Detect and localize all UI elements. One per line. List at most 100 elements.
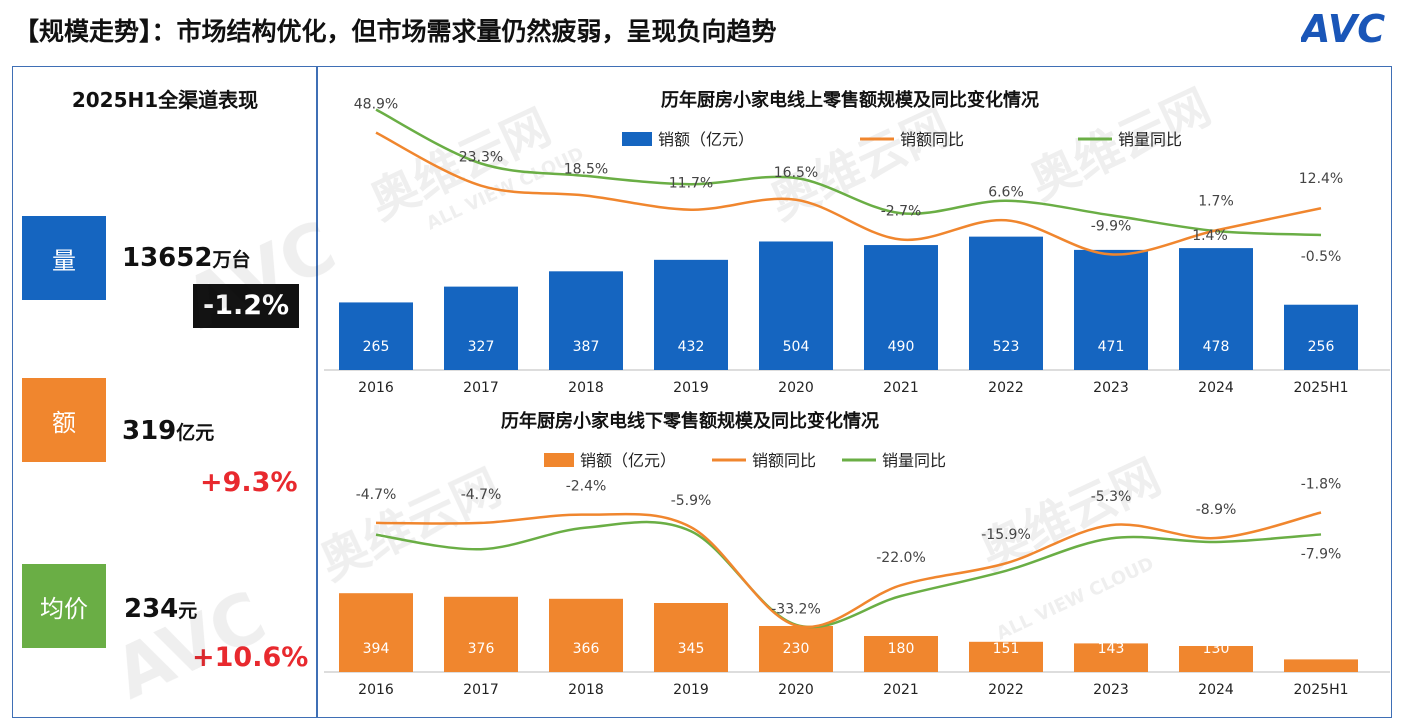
bar [549, 598, 623, 672]
x-tick-label: 2024 [1198, 682, 1234, 698]
bar-value-label: 490 [888, 339, 915, 355]
kpi-price-value: 234元 [124, 594, 197, 624]
x-tick-label: 2016 [358, 682, 394, 698]
bar [864, 245, 938, 370]
content-frame [12, 66, 1392, 718]
logo-text: AVC [1301, 7, 1385, 50]
bar-value-label: 394 [363, 641, 390, 657]
sales-yoy-label: -4.7% [356, 487, 397, 503]
sales-yoy-label: 16.5% [774, 165, 818, 181]
bar [1074, 643, 1148, 672]
bar [969, 641, 1043, 672]
bar-value-label: 63 [1312, 641, 1330, 657]
sales-yoy-label: -9.9% [1091, 218, 1132, 234]
avc-logo: AVC [1301, 7, 1385, 50]
bar [759, 241, 833, 370]
x-tick-label: 2022 [988, 380, 1024, 396]
kpi-price-unit: 元 [178, 600, 198, 622]
x-tick-label: 2017 [463, 682, 499, 698]
x-tick-label: 2020 [778, 682, 814, 698]
sales-yoy-label: 23.3% [459, 150, 503, 166]
bar-value-label: 130 [1203, 641, 1230, 657]
chart-title: 历年厨房小家电线下零售额规模及同比变化情况 [501, 410, 879, 432]
bar-value-label: 376 [468, 641, 495, 657]
bar [339, 302, 413, 370]
sales-yoy-label: 1.7% [1198, 193, 1234, 209]
legend-label-volume-yoy: 销量同比 [882, 451, 946, 470]
bar-value-label: 230 [783, 641, 810, 657]
bar-value-label: 366 [573, 641, 600, 657]
kpi-amount-box: 额 [22, 378, 106, 462]
bar [339, 593, 413, 672]
volume-yoy-label: -0.5% [1301, 249, 1342, 265]
sales-yoy-label: 12.4% [1299, 171, 1343, 187]
bar [444, 596, 518, 672]
x-tick-label: 2025H1 [1293, 380, 1348, 396]
x-tick-label: 2025H1 [1293, 682, 1348, 698]
bar-value-label: 478 [1203, 339, 1230, 355]
bar [654, 603, 728, 672]
sales-yoy-label: 6.6% [988, 184, 1024, 200]
bar [444, 286, 518, 370]
x-tick-label: 2021 [883, 682, 919, 698]
x-tick-label: 2018 [568, 380, 604, 396]
chart-title: 历年厨房小家电线上零售额规模及同比变化情况 [661, 89, 1039, 111]
bar-value-label: 256 [1308, 339, 1335, 355]
x-tick-label: 2024 [1198, 380, 1234, 396]
kpi-volume-unit: 万台 [212, 249, 251, 271]
bar [654, 259, 728, 370]
bar-value-label: 504 [783, 339, 810, 355]
kpi-volume-change: -1.2% [193, 284, 300, 328]
bar [1284, 304, 1358, 370]
sales-yoy-label: -4.7% [461, 487, 502, 503]
sales-yoy-label: -5.3% [1091, 489, 1132, 505]
sales-yoy-label: -8.9% [1196, 502, 1237, 518]
sales-yoy-label: -5.9% [671, 493, 712, 509]
legend-label-volume-yoy: 销量同比 [1118, 130, 1182, 149]
x-tick-label: 2023 [1093, 380, 1129, 396]
sales-yoy-label: -2.7% [881, 204, 922, 220]
volume-yoy-label: 1.4% [1192, 228, 1228, 244]
legend-label-bars: 销额（亿元） [658, 130, 754, 149]
sales-yoy-label: -22.0% [876, 550, 926, 566]
x-tick-label: 2020 [778, 380, 814, 396]
kpi-amount-change: +9.3% [200, 467, 298, 498]
bar [1284, 659, 1358, 672]
left-panel-title: 2025H1全渠道表现 [71, 88, 259, 112]
kpi-volume-number: 13652 [122, 243, 213, 273]
bar [1179, 646, 1253, 672]
sales-yoy-label: -15.9% [981, 527, 1031, 543]
volume-yoy-line [375, 520, 1322, 629]
x-tick-label: 2019 [673, 682, 709, 698]
bar-value-label: 432 [678, 339, 705, 355]
kpi-volume-box: 量 [22, 216, 106, 300]
sales-yoy-label: -33.2% [771, 602, 821, 618]
bar [1179, 248, 1253, 370]
sales-yoy-label: -2.4% [566, 479, 607, 495]
sales-yoy-label: 48.9% [354, 97, 398, 113]
legend-swatch-bars [544, 453, 574, 467]
sales-yoy-label: 18.5% [564, 162, 608, 178]
page-title: 【规模走势】：市场结构优化，但市场需求量仍然疲弱，呈现负向趋势 [14, 17, 777, 46]
bar-value-label: 151 [993, 641, 1020, 657]
kpi-amount-value: 319亿元 [122, 416, 214, 446]
bar-value-label: 180 [888, 641, 915, 657]
kpi-price-number: 234 [124, 594, 179, 624]
x-tick-label: 2017 [463, 380, 499, 396]
bar-value-label: 387 [573, 339, 600, 355]
legend-label-sales-yoy: 销额同比 [900, 130, 964, 149]
x-tick-label: 2018 [568, 682, 604, 698]
legend-swatch-bars [622, 132, 652, 146]
bar-value-label: 327 [468, 339, 495, 355]
kpi-volume-value: 13652万台 [122, 243, 250, 273]
x-tick-label: 2023 [1093, 682, 1129, 698]
bar-value-label: 143 [1098, 641, 1125, 657]
x-tick-label: 2016 [358, 380, 394, 396]
kpi-price-box: 均价 [22, 564, 106, 648]
sales-yoy-line [375, 131, 1322, 256]
legend-label-sales-yoy: 销额同比 [752, 451, 816, 470]
kpi-price-change: +10.6% [192, 642, 309, 673]
sales-yoy-label: 11.7% [669, 176, 713, 192]
